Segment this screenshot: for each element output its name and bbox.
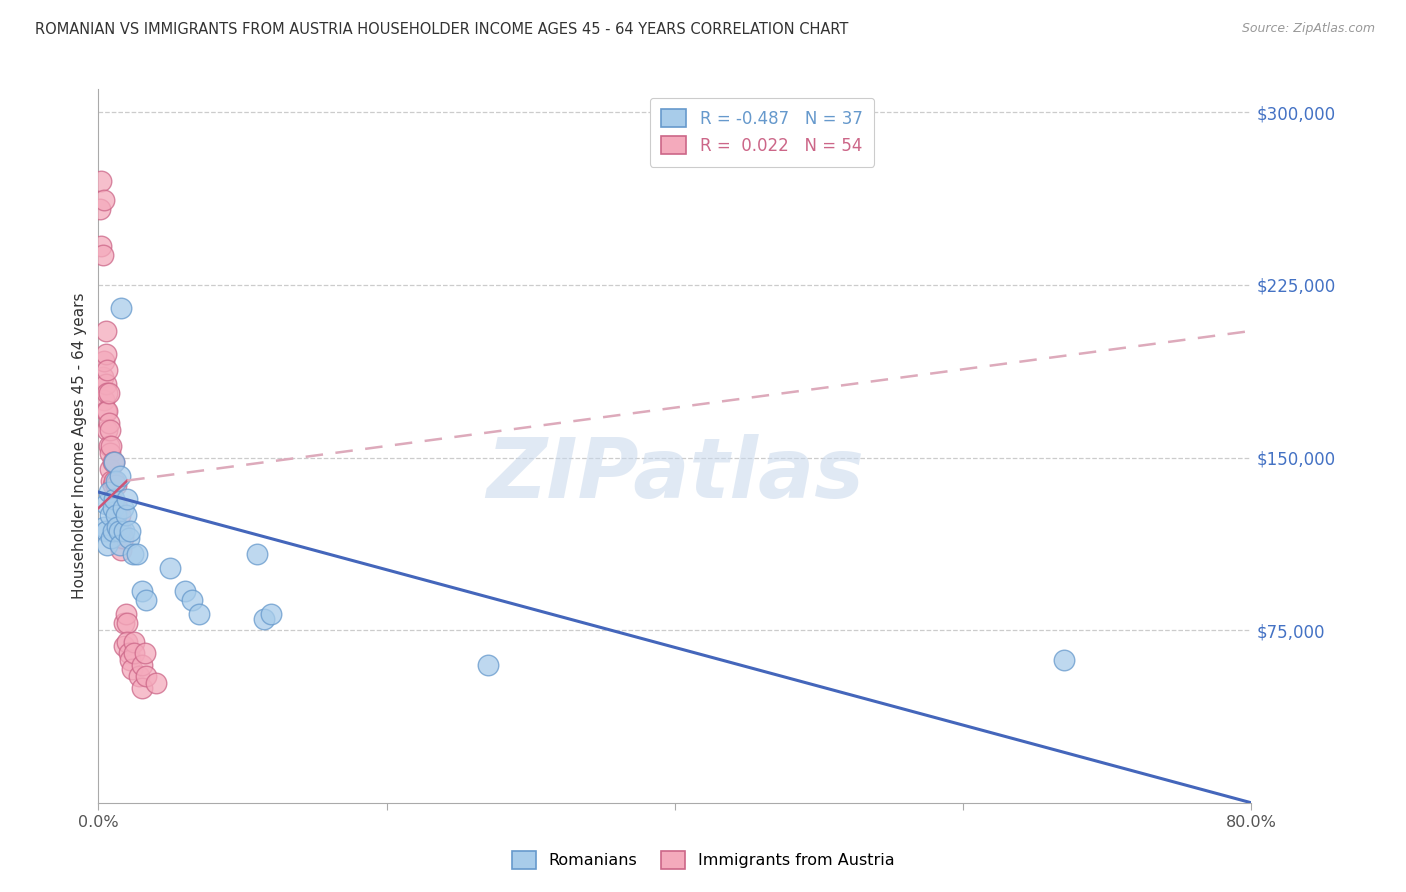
Point — [105, 501, 128, 516]
Point — [100, 439, 122, 453]
Point — [93, 392, 115, 407]
Point — [98, 446, 121, 460]
Point — [91, 370, 114, 384]
Point — [131, 584, 153, 599]
Point — [112, 524, 135, 538]
Point — [93, 354, 115, 368]
Point — [110, 301, 132, 315]
Point — [101, 455, 124, 469]
Point — [117, 634, 139, 648]
Point — [108, 469, 131, 483]
Point — [103, 455, 125, 469]
Point — [114, 508, 136, 522]
Point — [127, 547, 149, 561]
Point — [174, 584, 197, 599]
Point — [94, 376, 117, 391]
Point — [253, 612, 276, 626]
Point — [104, 497, 127, 511]
Point — [135, 593, 157, 607]
Point — [111, 501, 134, 516]
Point — [188, 607, 211, 621]
Point — [104, 474, 127, 488]
Point — [96, 538, 118, 552]
Point — [121, 662, 143, 676]
Point — [90, 238, 112, 252]
Point — [117, 491, 139, 506]
Point — [101, 501, 124, 516]
Point — [108, 508, 131, 522]
Point — [122, 547, 145, 561]
Text: ZIPatlas: ZIPatlas — [486, 434, 863, 515]
Point — [117, 616, 139, 631]
Point — [97, 416, 120, 430]
Point — [97, 485, 120, 500]
Point — [94, 347, 117, 361]
Point — [135, 669, 157, 683]
Point — [260, 607, 283, 621]
Point — [107, 524, 129, 538]
Point — [145, 676, 167, 690]
Point — [98, 462, 121, 476]
Point — [131, 681, 153, 695]
Point — [108, 531, 131, 545]
Point — [101, 478, 124, 492]
Text: Source: ZipAtlas.com: Source: ZipAtlas.com — [1241, 22, 1375, 36]
Point — [90, 174, 112, 188]
Point — [103, 474, 125, 488]
Point — [120, 653, 142, 667]
Point — [96, 404, 118, 418]
Point — [101, 524, 124, 538]
Point — [108, 538, 131, 552]
Point — [96, 423, 118, 437]
Point — [94, 524, 117, 538]
Point — [110, 542, 132, 557]
Point — [159, 561, 181, 575]
Point — [94, 497, 117, 511]
Point — [131, 657, 153, 672]
Point — [114, 607, 136, 621]
Y-axis label: Householder Income Ages 45 - 64 years: Householder Income Ages 45 - 64 years — [72, 293, 87, 599]
Point — [181, 593, 204, 607]
Point — [97, 386, 120, 401]
Point — [98, 508, 121, 522]
Point — [118, 531, 141, 545]
Point — [94, 404, 117, 418]
Point — [107, 524, 129, 538]
Point — [124, 634, 146, 648]
Point — [105, 519, 128, 533]
Point — [93, 193, 115, 207]
Point — [105, 519, 128, 533]
Point — [128, 669, 150, 683]
Point — [100, 531, 122, 545]
Point — [104, 508, 127, 522]
Point — [100, 474, 122, 488]
Point — [111, 531, 134, 545]
Point — [93, 519, 115, 533]
Legend: R = -0.487   N = 37, R =  0.022   N = 54: R = -0.487 N = 37, R = 0.022 N = 54 — [650, 97, 875, 167]
Point — [246, 547, 269, 561]
Point — [91, 248, 114, 262]
Point — [98, 423, 121, 437]
Point — [94, 324, 117, 338]
Point — [112, 640, 135, 654]
Point — [104, 478, 127, 492]
Point — [110, 524, 132, 538]
Point — [103, 455, 125, 469]
Point — [89, 202, 111, 216]
Point — [103, 491, 125, 506]
Point — [97, 439, 120, 453]
Point — [118, 646, 141, 660]
Point — [120, 524, 142, 538]
Point — [134, 646, 156, 660]
Point — [96, 386, 118, 401]
Point — [112, 616, 135, 631]
Point — [124, 646, 146, 660]
Point — [477, 657, 499, 672]
Text: ROMANIAN VS IMMIGRANTS FROM AUSTRIA HOUSEHOLDER INCOME AGES 45 - 64 YEARS CORREL: ROMANIAN VS IMMIGRANTS FROM AUSTRIA HOUS… — [35, 22, 849, 37]
Point — [1053, 653, 1076, 667]
Point — [96, 363, 118, 377]
Legend: Romanians, Immigrants from Austria: Romanians, Immigrants from Austria — [505, 845, 901, 875]
